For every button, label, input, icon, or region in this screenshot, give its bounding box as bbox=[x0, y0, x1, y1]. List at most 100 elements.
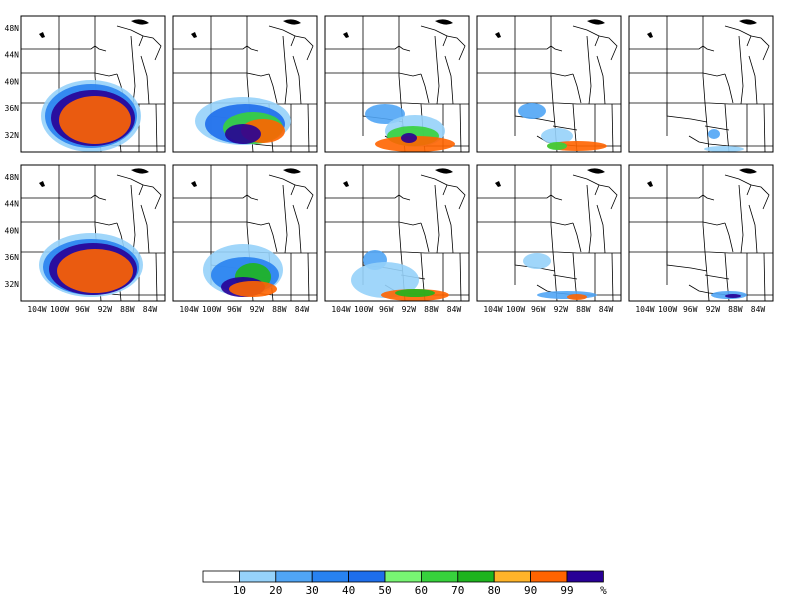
colorbar-label: 30 bbox=[306, 584, 319, 597]
panel-frame bbox=[324, 15, 470, 153]
colorbar-swatch bbox=[530, 570, 568, 583]
panel-frame bbox=[20, 164, 166, 302]
panel-frame bbox=[324, 164, 470, 302]
lat-label: 44N bbox=[5, 200, 20, 209]
colorbar-label: 40 bbox=[342, 584, 355, 597]
map-panel bbox=[172, 15, 318, 153]
colorbar-label: 60 bbox=[415, 584, 428, 597]
map-panel bbox=[172, 164, 318, 302]
lon-label: 92W bbox=[250, 305, 265, 314]
panel-frame bbox=[172, 15, 318, 153]
lat-label: 40N bbox=[5, 226, 20, 235]
lon-label: 88W bbox=[576, 305, 591, 314]
lon-label: 84W bbox=[751, 305, 766, 314]
panel-frame bbox=[476, 15, 622, 153]
panel-frame bbox=[628, 164, 774, 302]
map-panel bbox=[628, 164, 774, 302]
panels bbox=[20, 15, 774, 302]
lat-label: 40N bbox=[5, 77, 20, 86]
colorbar-swatch bbox=[311, 570, 350, 583]
colorbar-swatch bbox=[384, 570, 422, 583]
lon-label: 88W bbox=[120, 305, 135, 314]
map-panel bbox=[324, 164, 470, 302]
precip-area bbox=[59, 96, 131, 144]
map-panel bbox=[476, 15, 622, 153]
lon-label: 100W bbox=[202, 305, 221, 314]
precip-area bbox=[375, 136, 455, 152]
lat-label: 48N bbox=[5, 24, 20, 33]
lon-label: 84W bbox=[599, 305, 614, 314]
lon-label: 92W bbox=[98, 305, 113, 314]
precip-area bbox=[225, 124, 261, 144]
colorbar-label: % bbox=[600, 584, 607, 597]
lon-label: 104W bbox=[635, 305, 654, 314]
precip-area bbox=[523, 253, 551, 269]
precip-area bbox=[537, 291, 597, 299]
lat-label: 36N bbox=[5, 253, 20, 262]
precip-area bbox=[708, 129, 720, 139]
lon-label: 96W bbox=[379, 305, 394, 314]
panel-frame bbox=[476, 164, 622, 302]
colorbar-swatch bbox=[202, 570, 240, 583]
map-panel bbox=[20, 164, 166, 302]
colorbar-label: 50 bbox=[378, 584, 391, 597]
lon-label: 96W bbox=[75, 305, 90, 314]
lon-label: 104W bbox=[331, 305, 350, 314]
map-panel bbox=[324, 15, 470, 153]
precip-area bbox=[57, 249, 133, 293]
colorbar-swatch bbox=[275, 570, 313, 583]
colorbar-swatch bbox=[238, 570, 277, 583]
colorbar: 10 20 30 40 50 60 70 80 90 99% bbox=[202, 570, 607, 597]
panel-frame bbox=[172, 164, 318, 302]
lon-label: 88W bbox=[272, 305, 287, 314]
lon-label: 92W bbox=[554, 305, 569, 314]
lon-label: 88W bbox=[424, 305, 439, 314]
lat-label: 36N bbox=[5, 104, 20, 113]
basemap bbox=[628, 164, 774, 302]
colorbar-swatch bbox=[420, 570, 459, 583]
lon-label: 104W bbox=[27, 305, 46, 314]
lon-label: 96W bbox=[531, 305, 546, 314]
lon-label: 96W bbox=[227, 305, 242, 314]
precip-area bbox=[229, 281, 277, 297]
map-panel bbox=[628, 15, 774, 153]
precip-area bbox=[518, 103, 546, 119]
lon-label: 84W bbox=[447, 305, 462, 314]
lat-label: 32N bbox=[5, 131, 20, 140]
precip-area bbox=[547, 142, 567, 150]
lon-label: 104W bbox=[483, 305, 502, 314]
precip-area bbox=[704, 146, 744, 152]
precip-area bbox=[725, 294, 741, 298]
precip-area bbox=[365, 104, 405, 124]
lon-label: 96W bbox=[683, 305, 698, 314]
lon-label: 100W bbox=[506, 305, 525, 314]
lon-label: 92W bbox=[402, 305, 417, 314]
map-panel bbox=[476, 164, 622, 302]
precip-area bbox=[395, 289, 435, 297]
lat-label: 44N bbox=[5, 51, 20, 60]
precip-area bbox=[401, 133, 417, 143]
lon-label: 92W bbox=[706, 305, 721, 314]
precip-area bbox=[567, 294, 587, 300]
precip-area bbox=[351, 262, 419, 298]
panel-frame bbox=[628, 15, 774, 153]
precip-area bbox=[541, 128, 573, 144]
lon-label: 84W bbox=[143, 305, 158, 314]
colorbar-swatch bbox=[348, 570, 386, 583]
lat-label: 32N bbox=[5, 280, 20, 289]
lat-label: 48N bbox=[5, 173, 20, 182]
colorbar-label: 99 bbox=[560, 584, 573, 597]
lon-label: 100W bbox=[354, 305, 373, 314]
colorbar-label: 90 bbox=[524, 584, 537, 597]
lon-label: 100W bbox=[658, 305, 677, 314]
lon-label: 104W bbox=[179, 305, 198, 314]
colorbar-swatch bbox=[566, 570, 604, 583]
colorbar-label: 20 bbox=[269, 584, 282, 597]
basemap bbox=[628, 15, 774, 153]
lon-label: 88W bbox=[728, 305, 743, 314]
colorbar-label: 10 bbox=[233, 584, 246, 597]
basemap bbox=[476, 164, 622, 302]
map-panel bbox=[20, 15, 166, 153]
colorbar-swatch bbox=[457, 570, 495, 583]
